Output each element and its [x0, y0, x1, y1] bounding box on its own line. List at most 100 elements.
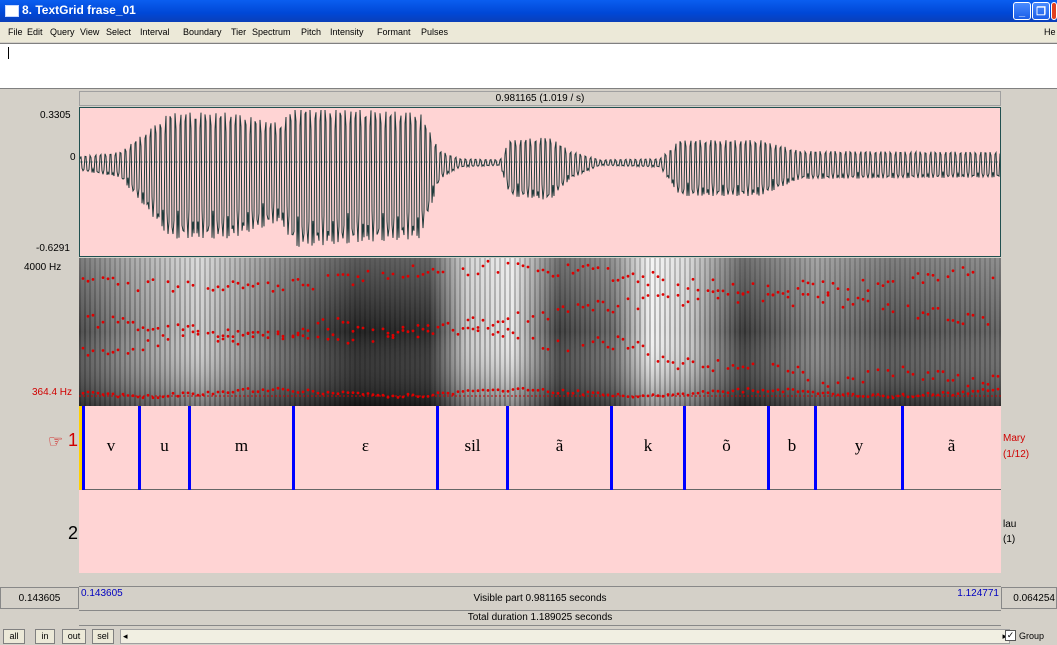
left-gutter: [0, 90, 79, 590]
tier1-cursor-boundary: [79, 406, 82, 490]
tier1-boundary[interactable]: [138, 406, 141, 490]
formant-dot: [676, 293, 680, 297]
formant-dot: [251, 284, 255, 288]
tier1-boundary[interactable]: [82, 406, 85, 490]
interval-label[interactable]: u: [160, 436, 169, 455]
waveform-panel[interactable]: [79, 107, 1001, 257]
formant-dot: [691, 360, 695, 364]
formant-dot: [256, 282, 260, 285]
interval-label[interactable]: sil: [464, 436, 481, 455]
tier1-boundary[interactable]: [610, 406, 613, 490]
formant-dot: [431, 267, 435, 271]
zoom-all-button[interactable]: all: [3, 629, 25, 644]
formant-dot: [726, 367, 730, 370]
tier1-boundary[interactable]: [814, 406, 817, 490]
spectrogram-panel[interactable]: [79, 258, 1001, 406]
menu-formant[interactable]: Formant: [377, 27, 411, 37]
zoom-sel-button[interactable]: sel: [92, 629, 114, 644]
formant-dot: [146, 339, 150, 342]
tier-2[interactable]: [79, 490, 1001, 573]
interval-label[interactable]: k: [643, 436, 653, 455]
formant-dot: [671, 361, 675, 364]
formant-dot: [681, 362, 685, 365]
formant-dot: [566, 263, 570, 267]
tier1-boundary[interactable]: [188, 406, 191, 490]
right-time-box[interactable]: 0.064254: [1001, 587, 1057, 609]
interval-label[interactable]: b: [787, 436, 797, 455]
tier1-name: Mary: [1003, 433, 1026, 444]
scroll-right-icon[interactable]: ▸: [1002, 631, 1007, 642]
formant-dot: [951, 378, 955, 382]
interval-label[interactable]: y: [854, 436, 864, 455]
formant-dot: [696, 288, 700, 292]
tier1-boundary[interactable]: [901, 406, 904, 490]
tier-1[interactable]: v u m ɛ sil ã k õ b y ã: [79, 406, 1001, 490]
menu-spectrum[interactable]: Spectrum: [252, 27, 291, 37]
formant-dot: [586, 390, 590, 394]
interval-label[interactable]: õ: [722, 436, 731, 455]
menu-interval[interactable]: Interval: [140, 27, 170, 37]
group-checkbox[interactable]: ✓: [1005, 630, 1016, 641]
interval-label[interactable]: ã: [555, 436, 564, 455]
tier1-boundary[interactable]: [292, 406, 295, 490]
interval-label[interactable]: ɛ: [361, 436, 370, 455]
menu-edit[interactable]: Edit: [27, 27, 43, 37]
formant-dot: [461, 390, 465, 393]
formant-dot: [466, 389, 470, 392]
formant-dot: [186, 391, 190, 395]
formant-dot: [681, 392, 685, 396]
menu-tier[interactable]: Tier: [231, 27, 247, 37]
formant-dot: [306, 329, 310, 332]
formant-dot: [546, 390, 550, 394]
formant-dot: [936, 369, 940, 373]
menu-query[interactable]: Query: [50, 27, 75, 37]
maximize-button[interactable]: ❐: [1032, 2, 1050, 20]
minimize-button[interactable]: _: [1013, 2, 1031, 20]
formant-dot: [991, 388, 995, 392]
formant-dot: [371, 393, 375, 397]
menu-select[interactable]: Select: [106, 27, 132, 37]
formant-dot: [761, 299, 765, 303]
interval-label[interactable]: m: [234, 436, 249, 455]
menu-help[interactable]: He: [1044, 27, 1056, 37]
interval-text-field[interactable]: [0, 43, 1057, 89]
formant-dot: [186, 324, 190, 328]
menu-pulses[interactable]: Pulses: [421, 27, 449, 37]
zoom-in-button[interactable]: in: [35, 629, 55, 644]
interval-label[interactable]: v: [106, 436, 116, 455]
menu-boundary[interactable]: Boundary: [183, 27, 222, 37]
formant-dot: [166, 280, 170, 284]
tier1-boundary[interactable]: [683, 406, 686, 490]
menu-file[interactable]: File: [8, 27, 23, 37]
formant-dot: [936, 393, 940, 397]
menu-intensity[interactable]: Intensity: [330, 27, 364, 37]
tier1-boundary[interactable]: [436, 406, 439, 490]
left-time-box[interactable]: 0.143605: [0, 587, 79, 609]
formant-dot: [786, 387, 790, 391]
formant-dot: [806, 281, 810, 285]
menu-pitch[interactable]: Pitch: [301, 27, 322, 37]
formant-dot: [991, 374, 995, 378]
formant-dot: [636, 280, 640, 284]
tier1-boundary[interactable]: [506, 406, 509, 490]
total-duration-bar[interactable]: Total duration 1.189025 seconds: [79, 610, 1001, 626]
formant-dot: [591, 391, 595, 395]
interval-label[interactable]: ã: [947, 436, 956, 455]
time-scrollbar[interactable]: ◂ ▸: [120, 629, 1010, 644]
selection-duration-bar[interactable]: 0.981165 (1.019 / s): [79, 91, 1001, 106]
menu-view[interactable]: View: [80, 27, 100, 37]
formant-dot: [951, 269, 955, 273]
formant-dot: [196, 393, 200, 397]
formant-dot: [726, 391, 730, 395]
close-button[interactable]: [1051, 2, 1057, 20]
formant-dot: [481, 388, 485, 392]
formant-dot: [636, 307, 640, 311]
tier1-boundary[interactable]: [767, 406, 770, 490]
zoom-out-button[interactable]: out: [62, 629, 86, 644]
scroll-left-icon[interactable]: ◂: [123, 631, 128, 641]
formant-dot: [426, 395, 430, 398]
formant-dot: [431, 393, 435, 397]
formant-dot: [661, 394, 665, 398]
formant-dot: [586, 263, 590, 267]
visible-part-bar[interactable]: 0.143605 Visible part 0.981165 seconds 1…: [79, 586, 1001, 610]
